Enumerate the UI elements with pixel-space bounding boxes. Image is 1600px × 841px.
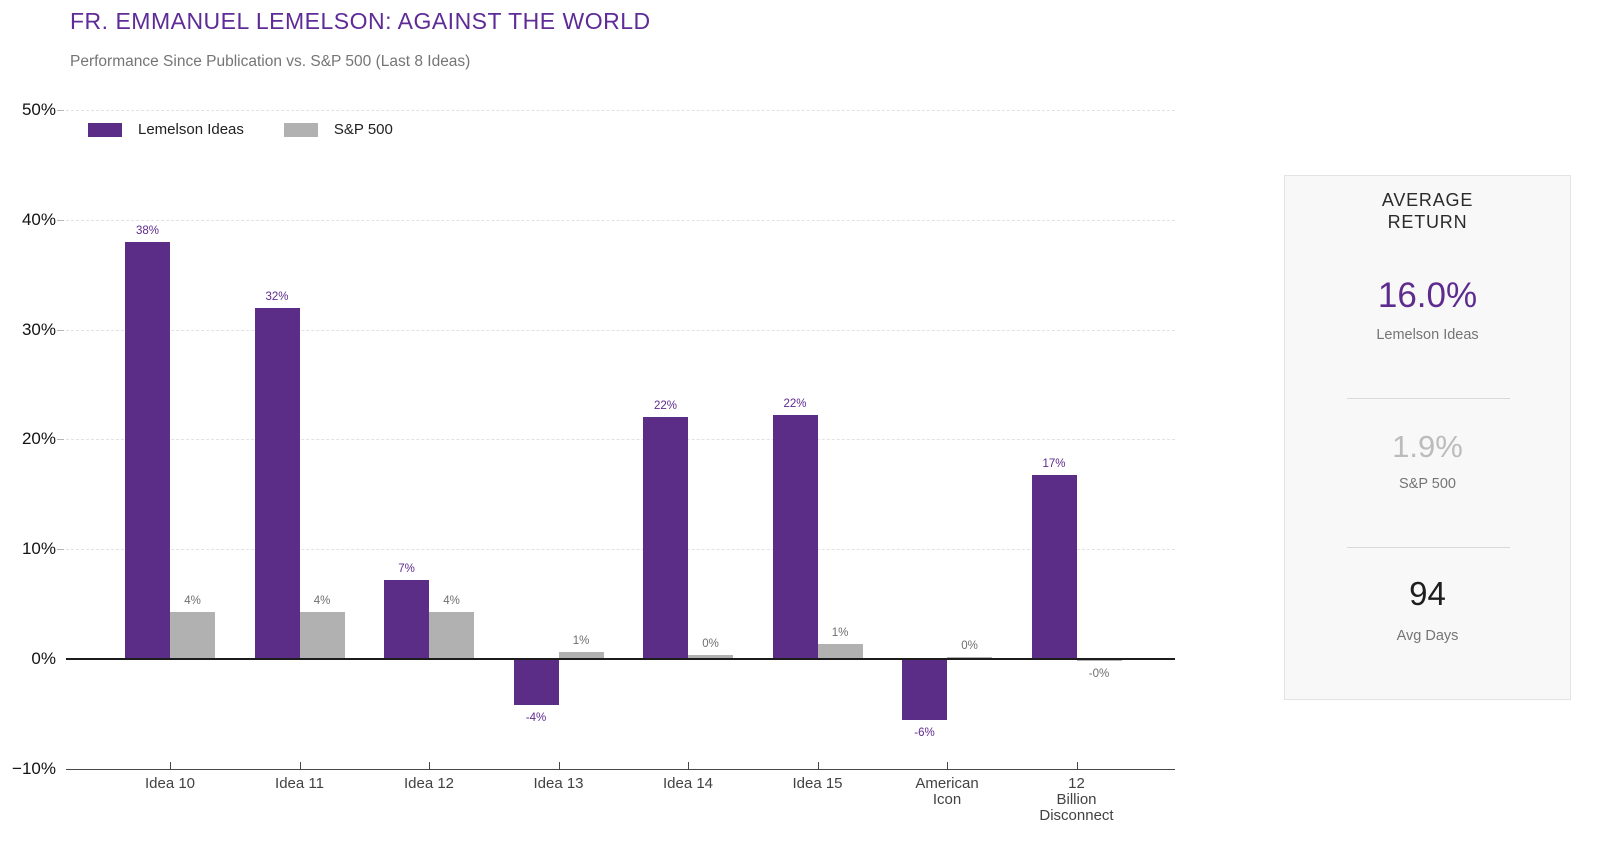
- x-axis-tick: [299, 762, 301, 769]
- lemelson-ideas-bar: [513, 659, 559, 706]
- legend-label-sp500: S&P 500: [333, 121, 393, 138]
- sp500-bar: [817, 643, 863, 659]
- average-return-sp500-value: 1.9%: [1392, 429, 1463, 464]
- x-axis-category-label: 12: [1068, 775, 1085, 792]
- summary-panel-title-line1: AVERAGE: [1381, 190, 1474, 210]
- lemelson-ideas-bar: [254, 307, 300, 659]
- sp500-bar: [170, 611, 215, 659]
- bar-value-label: 1%: [831, 626, 849, 639]
- summary-panel-title-line2: RETURN: [1387, 212, 1468, 232]
- x-axis-category-label: Icon: [932, 791, 962, 808]
- sp500-bar: [558, 652, 604, 659]
- y-axis-label: −10%: [12, 758, 56, 778]
- legend-item-sp500: S&P 500: [283, 121, 393, 138]
- panel-divider: [1347, 398, 1510, 399]
- gridline: [66, 110, 1175, 111]
- lemelson-ideas-bar: [1031, 474, 1077, 659]
- sp500-bar: [429, 611, 474, 659]
- x-axis-baseline: [66, 769, 1175, 770]
- x-axis-category-label: Idea 12: [403, 775, 455, 792]
- x-axis-tick: [817, 762, 819, 769]
- zero-axis-line: [66, 658, 1175, 660]
- y-axis-tick: [57, 439, 64, 441]
- legend-label-lemelson-ideas: Lemelson Ideas: [138, 121, 244, 138]
- y-axis-label: 0%: [31, 649, 56, 668]
- bar-value-label: 0%: [702, 637, 719, 650]
- sp500-swatch-icon: [283, 122, 318, 137]
- sp500-bar: [947, 656, 992, 659]
- gridline: [66, 329, 1175, 331]
- bar-value-label: 17%: [1042, 457, 1066, 470]
- bar-value-label: 1%: [572, 635, 590, 648]
- legend-item-lemelson-ideas: Lemelson Ideas: [88, 121, 244, 138]
- x-axis-tick: [688, 762, 689, 769]
- x-axis-tick: [429, 762, 430, 769]
- y-axis-tick: [57, 329, 64, 331]
- bar-value-label: 4%: [313, 594, 331, 607]
- x-axis-category-label: Idea 14: [662, 775, 714, 792]
- y-axis-tick: [57, 219, 64, 221]
- gridline: [66, 439, 1175, 441]
- performance-bar-chart: 50% 40% 30% 20% 10% 0% −10% 38% 4% Idea 10 32% 4% Id…: [12, 100, 1175, 824]
- x-axis-tick: [170, 762, 171, 769]
- bar-value-label: 22%: [653, 400, 678, 413]
- bar-value-label: 4%: [443, 594, 460, 607]
- lemelson-ideas-bar: [384, 579, 429, 659]
- panel-divider: [1347, 547, 1510, 548]
- sp500-bar: [299, 611, 345, 659]
- x-axis-category-label: American: [915, 775, 979, 792]
- chart-subtitle: Performance Since Publication vs. S&P 50…: [70, 53, 471, 70]
- x-axis-tick: [558, 762, 560, 769]
- bar-value-label: 32%: [265, 290, 289, 303]
- bar-value-label: 22%: [783, 398, 807, 411]
- y-axis-label: 30%: [21, 319, 56, 339]
- bar-value-label: -4%: [525, 712, 547, 725]
- x-axis-category-label: Billion: [1056, 791, 1097, 808]
- average-return-sp500-label: S&P 500: [1399, 476, 1456, 492]
- bar-value-label: 0%: [961, 639, 978, 652]
- y-axis-label: 20%: [21, 429, 56, 449]
- avg-days-label: Avg Days: [1396, 628, 1459, 644]
- bar-value-label: 38%: [135, 224, 160, 237]
- average-return-lemelson-label: Lemelson Ideas: [1376, 327, 1479, 343]
- average-return-lemelson-value: 16.0%: [1377, 276, 1478, 315]
- chart-title: FR. EMMANUEL LEMELSON: AGAINST THE WORLD: [70, 8, 651, 34]
- x-axis-category-label: Disconnect: [1039, 807, 1114, 824]
- lemelson-ideas-bar: [125, 241, 170, 659]
- y-axis-label: 10%: [21, 539, 56, 559]
- x-axis-category-label: Idea 15: [792, 775, 843, 792]
- x-axis-category-label: Idea 10: [144, 775, 196, 792]
- summary-panel: AVERAGE RETURN 16.0% Lemelson Ideas 1.9%…: [1284, 175, 1571, 700]
- lemelson-ideas-bar: [902, 659, 947, 721]
- sp500-bar: [688, 654, 733, 659]
- avg-days-value: 94: [1409, 575, 1446, 612]
- bar-value-label: 7%: [398, 562, 415, 575]
- lemelson-ideas-bar: [772, 415, 818, 659]
- gridline: [66, 549, 1175, 551]
- x-axis-category-label: Idea 13: [533, 775, 584, 792]
- lemelson-ideas-swatch-icon: [88, 122, 122, 137]
- bar-value-label: -0%: [1088, 668, 1110, 681]
- bar-value-label: 4%: [184, 594, 201, 607]
- x-axis-tick: [947, 762, 948, 769]
- y-axis-label: 40%: [21, 209, 56, 229]
- summary-panel-title: AVERAGE RETURN: [1285, 189, 1570, 233]
- y-axis-tick: [57, 549, 64, 551]
- lemelson-ideas-bar: [643, 417, 688, 659]
- y-axis-label: 50%: [21, 100, 56, 119]
- x-axis-tick: [1076, 762, 1078, 769]
- y-axis-tick: [57, 110, 64, 111]
- gridline: [66, 219, 1175, 221]
- x-axis-category-label: Idea 11: [275, 775, 324, 792]
- sp500-bar: [1076, 659, 1122, 662]
- chart-legend: Lemelson Ideas S&P 500: [88, 121, 433, 138]
- bar-value-label: -6%: [914, 727, 935, 740]
